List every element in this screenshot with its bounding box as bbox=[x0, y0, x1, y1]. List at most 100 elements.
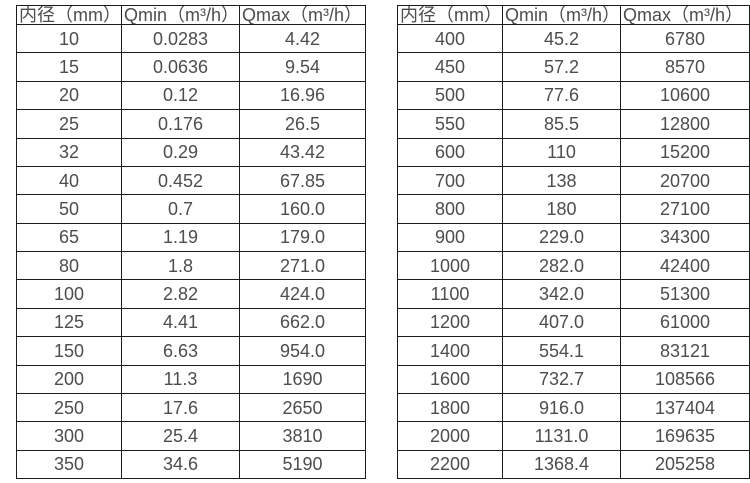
cell-qmax: 662.0 bbox=[239, 307, 366, 338]
cell-qmin: 407.0 bbox=[501, 307, 622, 338]
cell-qmin: 554.1 bbox=[501, 336, 622, 366]
table-row: 600 110 15200 bbox=[397, 137, 750, 167]
table-row: 2200 1368.4 205258 bbox=[397, 449, 750, 480]
cell-qmax: 160.0 bbox=[239, 194, 366, 224]
cell-qmin: 110 bbox=[501, 137, 622, 167]
table-row: 1600 732.7 108566 bbox=[397, 364, 750, 394]
table-row: 350 34.6 5190 bbox=[16, 449, 366, 480]
col-header-inner-diameter: 内径（mm） bbox=[397, 5, 503, 25]
cell-inner-diameter: 65 bbox=[16, 222, 122, 253]
cell-qmin: 77.6 bbox=[501, 80, 622, 111]
cell-qmax: 1690 bbox=[239, 364, 366, 394]
cell-qmin: 342.0 bbox=[501, 279, 622, 309]
cell-qmax: 5190 bbox=[239, 449, 366, 480]
table-row: 20 0.12 16.96 bbox=[16, 80, 366, 111]
cell-inner-diameter: 1600 bbox=[397, 364, 503, 394]
col-header-qmin: Qmin（m³/h） bbox=[501, 5, 622, 25]
cell-qmax: 6780 bbox=[620, 23, 750, 54]
cell-qmin: 1.19 bbox=[120, 222, 241, 253]
table-row: 800 180 27100 bbox=[397, 194, 750, 224]
cell-qmin: 45.2 bbox=[501, 23, 622, 54]
cell-qmax: 2650 bbox=[239, 392, 366, 423]
cell-qmin: 916.0 bbox=[501, 392, 622, 423]
cell-qmax: 137404 bbox=[620, 392, 750, 423]
table-row: 25 0.176 26.5 bbox=[16, 109, 366, 139]
cell-qmin: 57.2 bbox=[501, 52, 622, 82]
cell-qmax: 271.0 bbox=[239, 250, 366, 281]
cell-qmin: 1368.4 bbox=[501, 449, 622, 480]
col-header-qmax: Qmax（m³/h） bbox=[620, 5, 750, 25]
cell-qmax: 205258 bbox=[620, 449, 750, 480]
cell-qmin: 138 bbox=[501, 165, 622, 196]
cell-qmin: 1.8 bbox=[120, 250, 241, 281]
cell-qmin: 0.452 bbox=[120, 165, 241, 196]
cell-qmax: 108566 bbox=[620, 364, 750, 394]
col-header-qmin: Qmin（m³/h） bbox=[120, 5, 241, 25]
cell-inner-diameter: 1200 bbox=[397, 307, 503, 338]
cell-inner-diameter: 80 bbox=[16, 250, 122, 281]
cell-qmax: 424.0 bbox=[239, 279, 366, 309]
spec-tables-container: 内径（mm） Qmin（m³/h） Qmax（m³/h） 10 0.0283 4.4… bbox=[16, 5, 750, 480]
cell-inner-diameter: 900 bbox=[397, 222, 503, 253]
table-row: 10 0.0283 4.42 bbox=[16, 23, 366, 54]
cell-inner-diameter: 1800 bbox=[397, 392, 503, 423]
cell-qmax: 34300 bbox=[620, 222, 750, 253]
cell-inner-diameter: 150 bbox=[16, 336, 122, 366]
flow-spec-table-small-diameters: 内径（mm） Qmin（m³/h） Qmax（m³/h） 10 0.0283 4.4… bbox=[16, 5, 366, 480]
cell-inner-diameter: 50 bbox=[16, 194, 122, 224]
cell-inner-diameter: 1400 bbox=[397, 336, 503, 366]
cell-qmin: 34.6 bbox=[120, 449, 241, 480]
table-row: 250 17.6 2650 bbox=[16, 392, 366, 423]
cell-qmax: 20700 bbox=[620, 165, 750, 196]
cell-qmin: 0.12 bbox=[120, 80, 241, 111]
cell-qmax: 9.54 bbox=[239, 52, 366, 82]
table-row: 125 4.41 662.0 bbox=[16, 307, 366, 338]
table-row: 50 0.7 160.0 bbox=[16, 194, 366, 224]
cell-qmin: 6.63 bbox=[120, 336, 241, 366]
cell-qmin: 11.3 bbox=[120, 364, 241, 394]
cell-inner-diameter: 700 bbox=[397, 165, 503, 196]
cell-qmin: 0.29 bbox=[120, 137, 241, 167]
col-header-inner-diameter: 内径（mm） bbox=[16, 5, 122, 25]
cell-inner-diameter: 450 bbox=[397, 52, 503, 82]
col-header-qmax: Qmax（m³/h） bbox=[239, 5, 366, 25]
table-row: 400 45.2 6780 bbox=[397, 23, 750, 54]
cell-inner-diameter: 350 bbox=[16, 449, 122, 480]
table-row: 1400 554.1 83121 bbox=[397, 336, 750, 366]
cell-qmax: 43.42 bbox=[239, 137, 366, 167]
cell-qmax: 51300 bbox=[620, 279, 750, 309]
header-row: 内径（mm） Qmin（m³/h） Qmax（m³/h） bbox=[16, 5, 366, 25]
cell-qmin: 229.0 bbox=[501, 222, 622, 253]
table-row: 1800 916.0 137404 bbox=[397, 392, 750, 423]
cell-qmin: 0.0283 bbox=[120, 23, 241, 54]
table-row: 500 77.6 10600 bbox=[397, 80, 750, 111]
cell-qmax: 4.42 bbox=[239, 23, 366, 54]
table-row: 32 0.29 43.42 bbox=[16, 137, 366, 167]
cell-qmax: 61000 bbox=[620, 307, 750, 338]
cell-qmin: 0.7 bbox=[120, 194, 241, 224]
table-row: 450 57.2 8570 bbox=[397, 52, 750, 82]
cell-qmin: 25.4 bbox=[120, 421, 241, 451]
cell-inner-diameter: 100 bbox=[16, 279, 122, 309]
cell-inner-diameter: 500 bbox=[397, 80, 503, 111]
table-row: 900 229.0 34300 bbox=[397, 222, 750, 253]
header-row: 内径（mm） Qmin（m³/h） Qmax（m³/h） bbox=[397, 5, 750, 25]
table-row: 150 6.63 954.0 bbox=[16, 336, 366, 366]
cell-inner-diameter: 250 bbox=[16, 392, 122, 423]
cell-qmax: 954.0 bbox=[239, 336, 366, 366]
cell-qmax: 3810 bbox=[239, 421, 366, 451]
cell-qmin: 282.0 bbox=[501, 250, 622, 281]
table-body: 400 45.2 6780 450 57.2 8570 500 77.6 10600 550 85.… bbox=[397, 23, 750, 480]
cell-inner-diameter: 32 bbox=[16, 137, 122, 167]
cell-qmin: 0.176 bbox=[120, 109, 241, 139]
table-row: 300 25.4 3810 bbox=[16, 421, 366, 451]
cell-inner-diameter: 1000 bbox=[397, 250, 503, 281]
cell-inner-diameter: 15 bbox=[16, 52, 122, 82]
cell-inner-diameter: 550 bbox=[397, 109, 503, 139]
cell-qmin: 1131.0 bbox=[501, 421, 622, 451]
table-row: 550 85.5 12800 bbox=[397, 109, 750, 139]
cell-qmax: 67.85 bbox=[239, 165, 366, 196]
table-row: 1000 282.0 42400 bbox=[397, 250, 750, 281]
table-row: 15 0.0636 9.54 bbox=[16, 52, 366, 82]
table-row: 700 138 20700 bbox=[397, 165, 750, 196]
